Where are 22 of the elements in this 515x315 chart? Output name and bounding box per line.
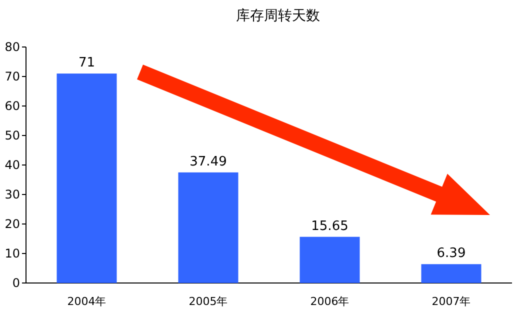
- bar: [178, 172, 238, 283]
- y-tick-label: 20: [4, 217, 20, 231]
- data-label: 6.39: [436, 246, 466, 262]
- bar: [300, 236, 360, 283]
- y-tick-label: 50: [4, 128, 20, 142]
- y-tick-label: 40: [4, 158, 20, 172]
- y-tick-label: 80: [4, 40, 20, 54]
- y-tick-label: 30: [4, 188, 20, 202]
- x-tick-label: 2006年: [310, 295, 350, 308]
- data-label: 37.49: [190, 154, 227, 170]
- y-tick-label: 10: [4, 246, 20, 260]
- x-tick-label: 2005年: [188, 295, 228, 308]
- bar: [421, 264, 482, 283]
- y-tick-label: 70: [4, 70, 20, 84]
- y-tick-label: 0: [12, 276, 20, 290]
- data-label: 15.65: [311, 218, 348, 234]
- data-label: 71: [78, 56, 96, 71]
- bar: [56, 74, 117, 283]
- y-tick-label: 60: [4, 99, 20, 113]
- x-tick-label: 2004年: [67, 295, 106, 308]
- x-tick-label: 2007年: [432, 295, 471, 308]
- chart-title: 库存周转天数: [236, 8, 320, 24]
